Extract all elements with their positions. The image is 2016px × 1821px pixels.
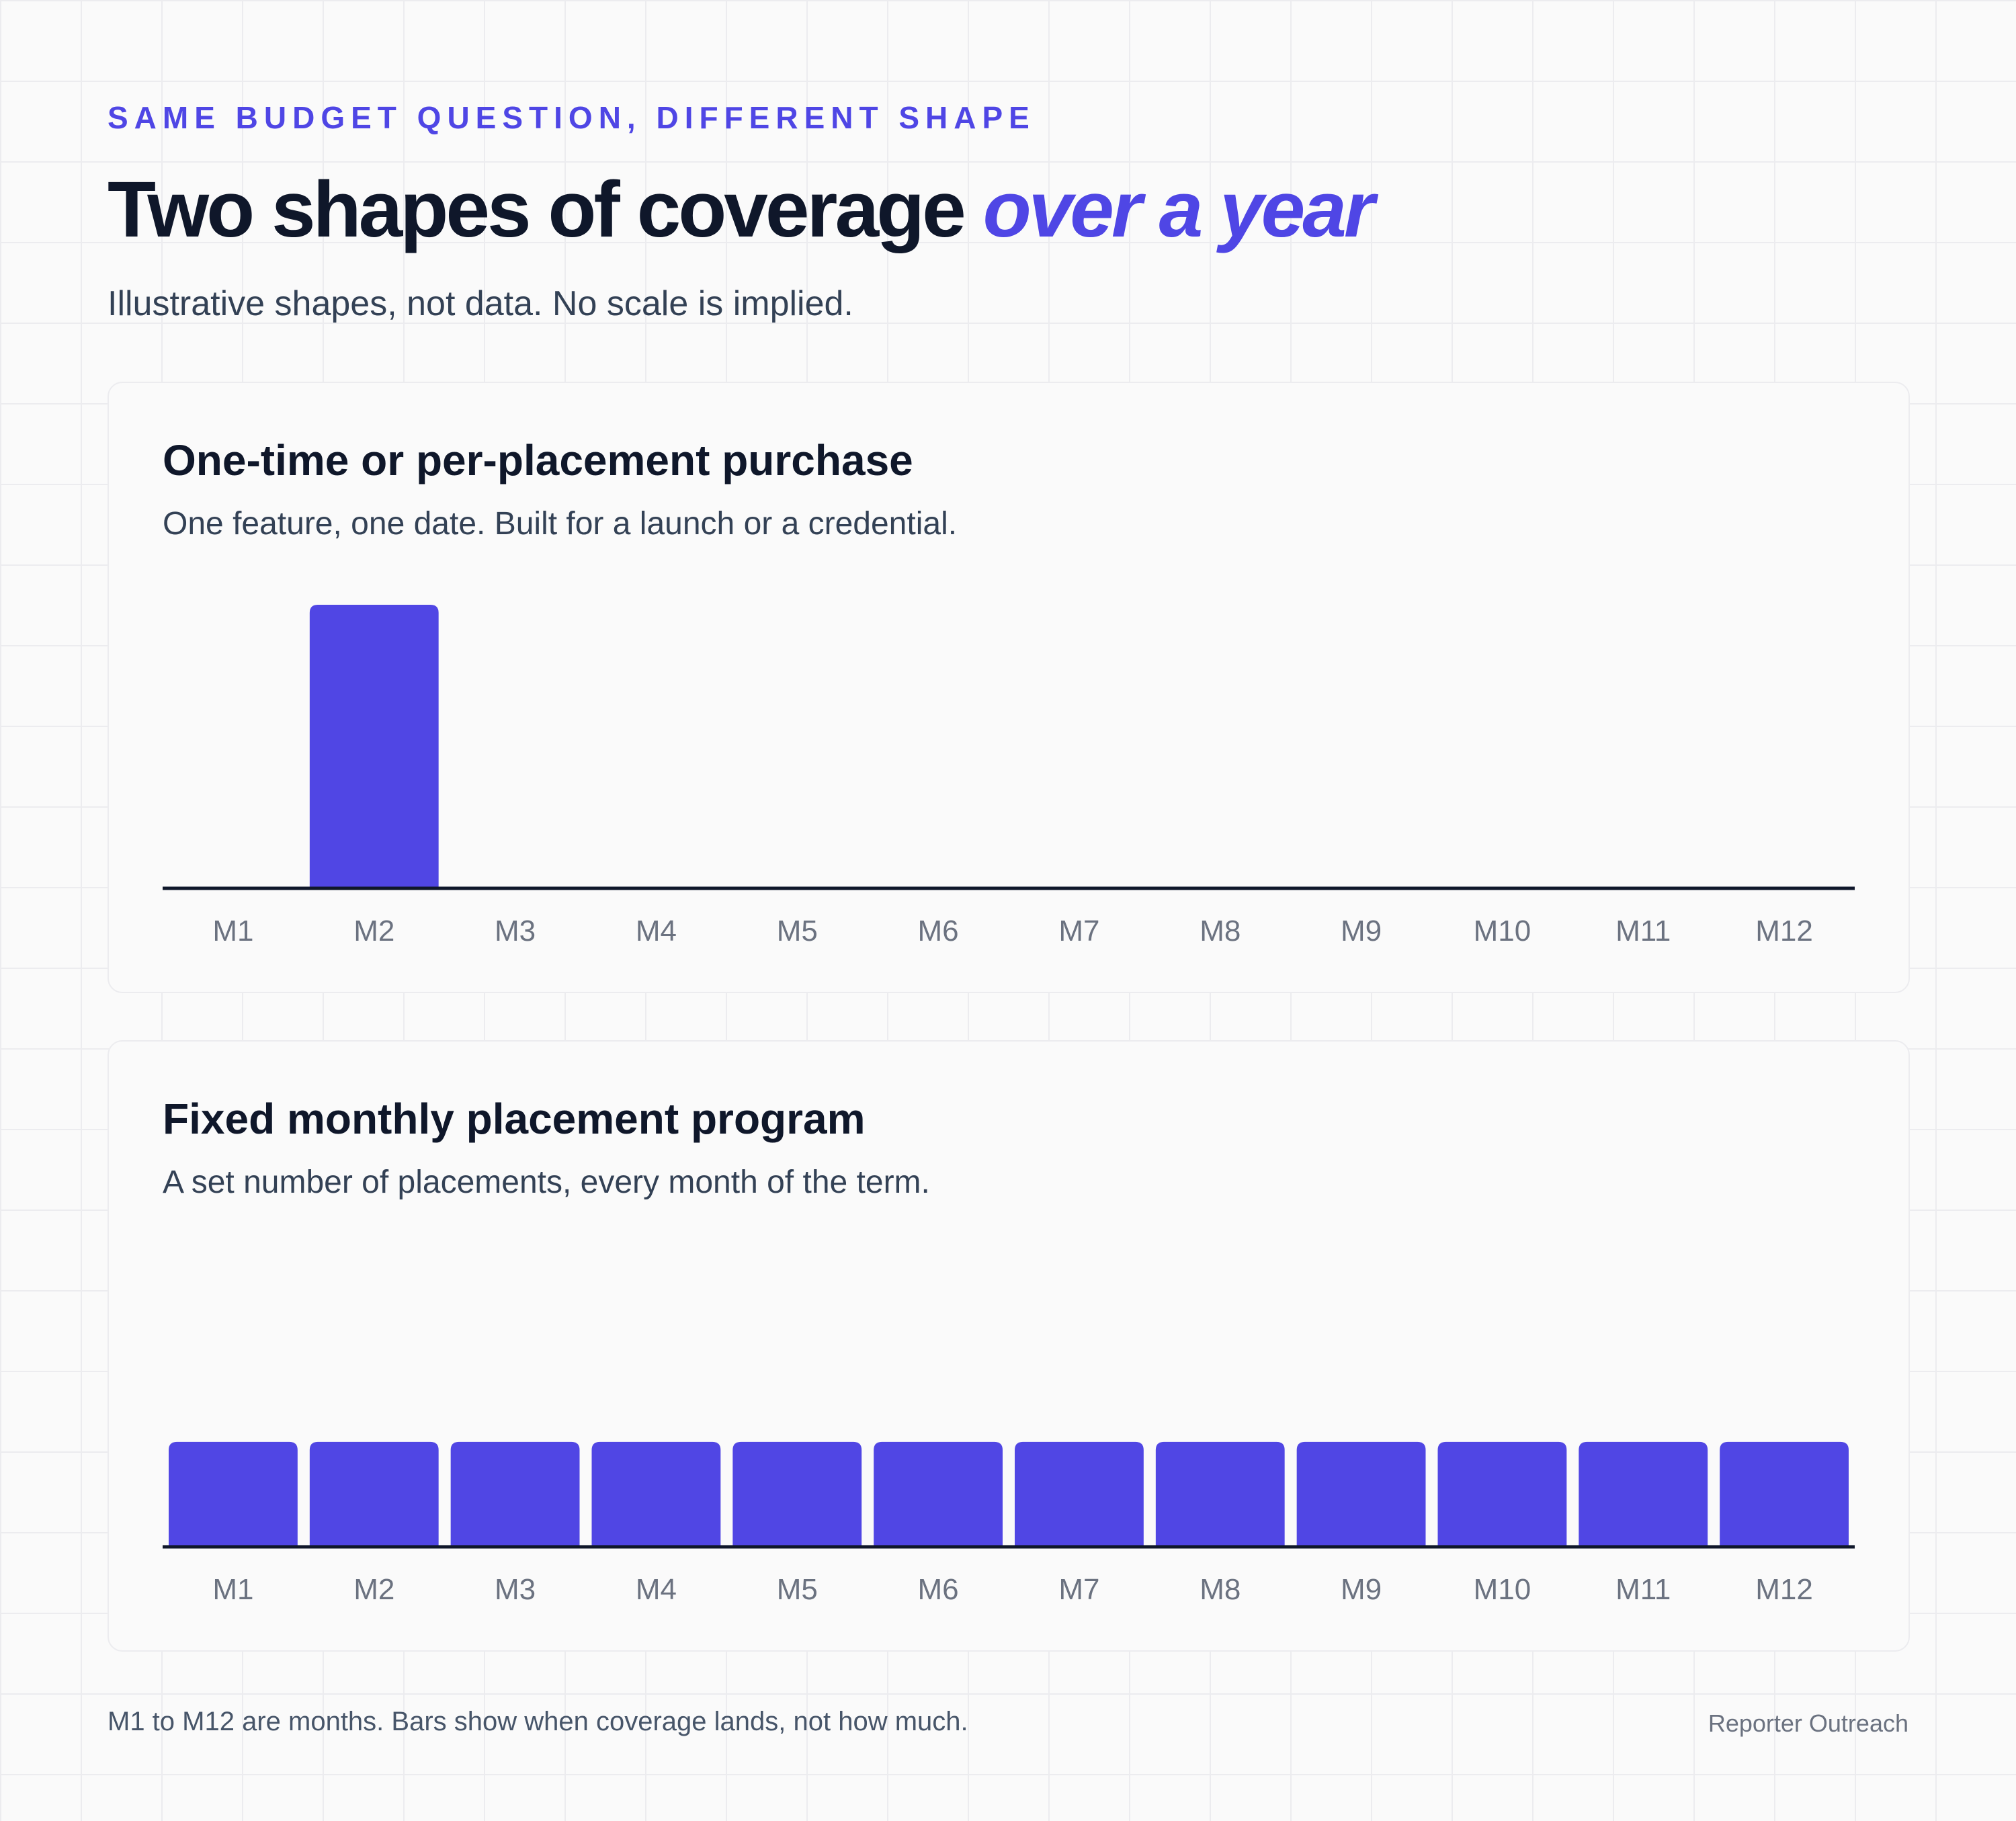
brand-label: Reporter Outreach <box>1708 1709 1908 1737</box>
bar-m2 <box>309 605 439 888</box>
x-tick-label: M5 <box>777 1573 818 1606</box>
x-tick-label: M4 <box>636 915 677 947</box>
bar-m6 <box>874 1441 1003 1547</box>
eyebrow-label: SAME BUDGET QUESTION, DIFFERENT SHAPE <box>108 100 1036 135</box>
bar-m3 <box>450 1441 580 1547</box>
x-tick-label: M1 <box>212 915 253 947</box>
bar-m7 <box>1015 1441 1144 1547</box>
x-tick-label: M2 <box>353 915 394 947</box>
chart-title: One-time or per-placement purchase <box>163 436 913 484</box>
x-tick-label: M8 <box>1200 1573 1241 1606</box>
bar-m4 <box>591 1441 721 1547</box>
bar-m12 <box>1720 1441 1849 1547</box>
x-tick-label: M3 <box>495 915 536 947</box>
x-tick-label: M6 <box>918 915 959 947</box>
bar-m9 <box>1296 1441 1426 1547</box>
chart-card-one-time: One-time or per-placement purchase One f… <box>108 382 1910 993</box>
bar-m10 <box>1437 1441 1567 1547</box>
x-tick-label: M9 <box>1341 915 1382 947</box>
footnote: M1 to M12 are months. Bars show when cov… <box>108 1707 968 1736</box>
bar-m8 <box>1155 1441 1285 1547</box>
chart-description: A set number of placements, every month … <box>163 1164 930 1200</box>
bar-chart-monthly: M1 M2 M3 M4 M5 M6 M7 M8 M9 M10 M11 M12 <box>163 1441 1855 1606</box>
chart-description: One feature, one date. Built for a launc… <box>163 506 958 542</box>
bar-chart-one-time: M1 M2 M3 M4 M5 M6 M7 M8 M9 M10 M11 M12 <box>163 605 1855 947</box>
page: SAME BUDGET QUESTION, DIFFERENT SHAPE Tw… <box>108 0 1910 1821</box>
page-title: Two shapes of coverage over a year <box>108 165 1375 254</box>
x-tick-label: M7 <box>1058 1573 1099 1606</box>
x-tick-label: M9 <box>1341 1573 1382 1606</box>
bar-m5 <box>732 1441 862 1547</box>
x-tick-label: M6 <box>918 1573 959 1606</box>
x-tick-label: M11 <box>1615 915 1671 947</box>
x-tick-label: M1 <box>212 1573 253 1606</box>
x-tick-label: M10 <box>1474 915 1531 947</box>
x-tick-label: M5 <box>777 915 818 947</box>
x-tick-label: M11 <box>1615 1573 1671 1606</box>
bar-m11 <box>1579 1441 1708 1547</box>
chart-card-monthly: Fixed monthly placement program A set nu… <box>108 1040 1910 1652</box>
title-main: Two shapes of coverage <box>108 165 966 254</box>
x-tick-label: M7 <box>1058 915 1099 947</box>
x-tick-label: M4 <box>636 1573 677 1606</box>
bar-m1 <box>169 1441 298 1547</box>
x-tick-label: M10 <box>1474 1573 1531 1606</box>
x-tick-label: M3 <box>495 1573 536 1606</box>
x-tick-label: M12 <box>1755 915 1813 947</box>
title-accent: over a year <box>982 165 1375 254</box>
x-tick-label: M2 <box>353 1573 394 1606</box>
page-subtitle: Illustrative shapes, not data. No scale … <box>108 284 853 323</box>
bar-m2 <box>309 1441 439 1547</box>
x-tick-label: M8 <box>1200 915 1241 947</box>
x-tick-label: M12 <box>1755 1573 1813 1606</box>
chart-title: Fixed monthly placement program <box>163 1095 866 1143</box>
